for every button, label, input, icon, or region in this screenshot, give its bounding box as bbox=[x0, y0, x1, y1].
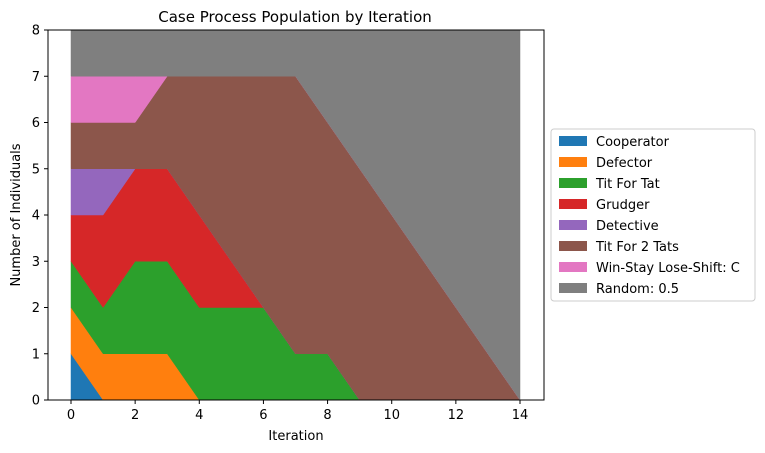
legend-label: Grudger bbox=[596, 198, 650, 213]
y-tick-label: 8 bbox=[32, 24, 40, 39]
legend-label: Random: 0.5 bbox=[596, 282, 679, 297]
legend-label: Defector bbox=[596, 156, 653, 171]
legend-label: Tit For Tat bbox=[595, 177, 660, 192]
y-axis-label: Number of Individuals bbox=[9, 143, 24, 286]
x-tick-label: 10 bbox=[383, 408, 400, 423]
legend-label: Cooperator bbox=[596, 135, 670, 150]
x-tick-label: 12 bbox=[448, 408, 465, 423]
legend-swatch bbox=[559, 178, 587, 188]
legend-swatch bbox=[559, 199, 587, 209]
legend-box bbox=[550, 128, 756, 302]
legend-swatch bbox=[559, 157, 587, 167]
y-tick-label: 5 bbox=[32, 162, 40, 177]
legend-swatch bbox=[559, 262, 587, 272]
x-tick-label: 2 bbox=[131, 408, 139, 423]
legend-label: Detective bbox=[596, 219, 659, 234]
x-tick-label: 4 bbox=[195, 408, 203, 423]
chart-title: Case Process Population by Iteration bbox=[158, 8, 432, 26]
legend-swatch bbox=[559, 136, 587, 146]
y-tick-label: 3 bbox=[32, 255, 40, 270]
x-axis-label: Iteration bbox=[268, 429, 323, 444]
legend-label: Tit For 2 Tats bbox=[595, 240, 679, 255]
legend-swatch bbox=[559, 220, 587, 230]
y-tick-label: 4 bbox=[32, 209, 40, 224]
x-axis-ticks: 0 2 4 6 8 10 12 14 bbox=[67, 400, 528, 423]
y-axis-ticks: 0 1 2 3 4 5 6 7 8 bbox=[32, 24, 48, 409]
legend: Cooperator Defector Tit For Tat Grudger Dete… bbox=[550, 128, 756, 302]
x-tick-label: 0 bbox=[67, 408, 75, 423]
legend-label: Win-Stay Lose-Shift: C bbox=[596, 261, 740, 276]
y-tick-label: 0 bbox=[32, 394, 40, 409]
x-tick-label: 8 bbox=[323, 408, 331, 423]
y-tick-label: 2 bbox=[32, 301, 40, 316]
legend-swatch bbox=[559, 241, 587, 251]
y-tick-label: 1 bbox=[32, 347, 40, 362]
x-tick-label: 6 bbox=[259, 408, 267, 423]
y-tick-label: 6 bbox=[32, 116, 40, 131]
legend-swatch bbox=[559, 283, 587, 293]
stacked-areas bbox=[70, 29, 521, 401]
y-tick-label: 7 bbox=[32, 70, 40, 85]
x-tick-label: 14 bbox=[512, 408, 529, 423]
